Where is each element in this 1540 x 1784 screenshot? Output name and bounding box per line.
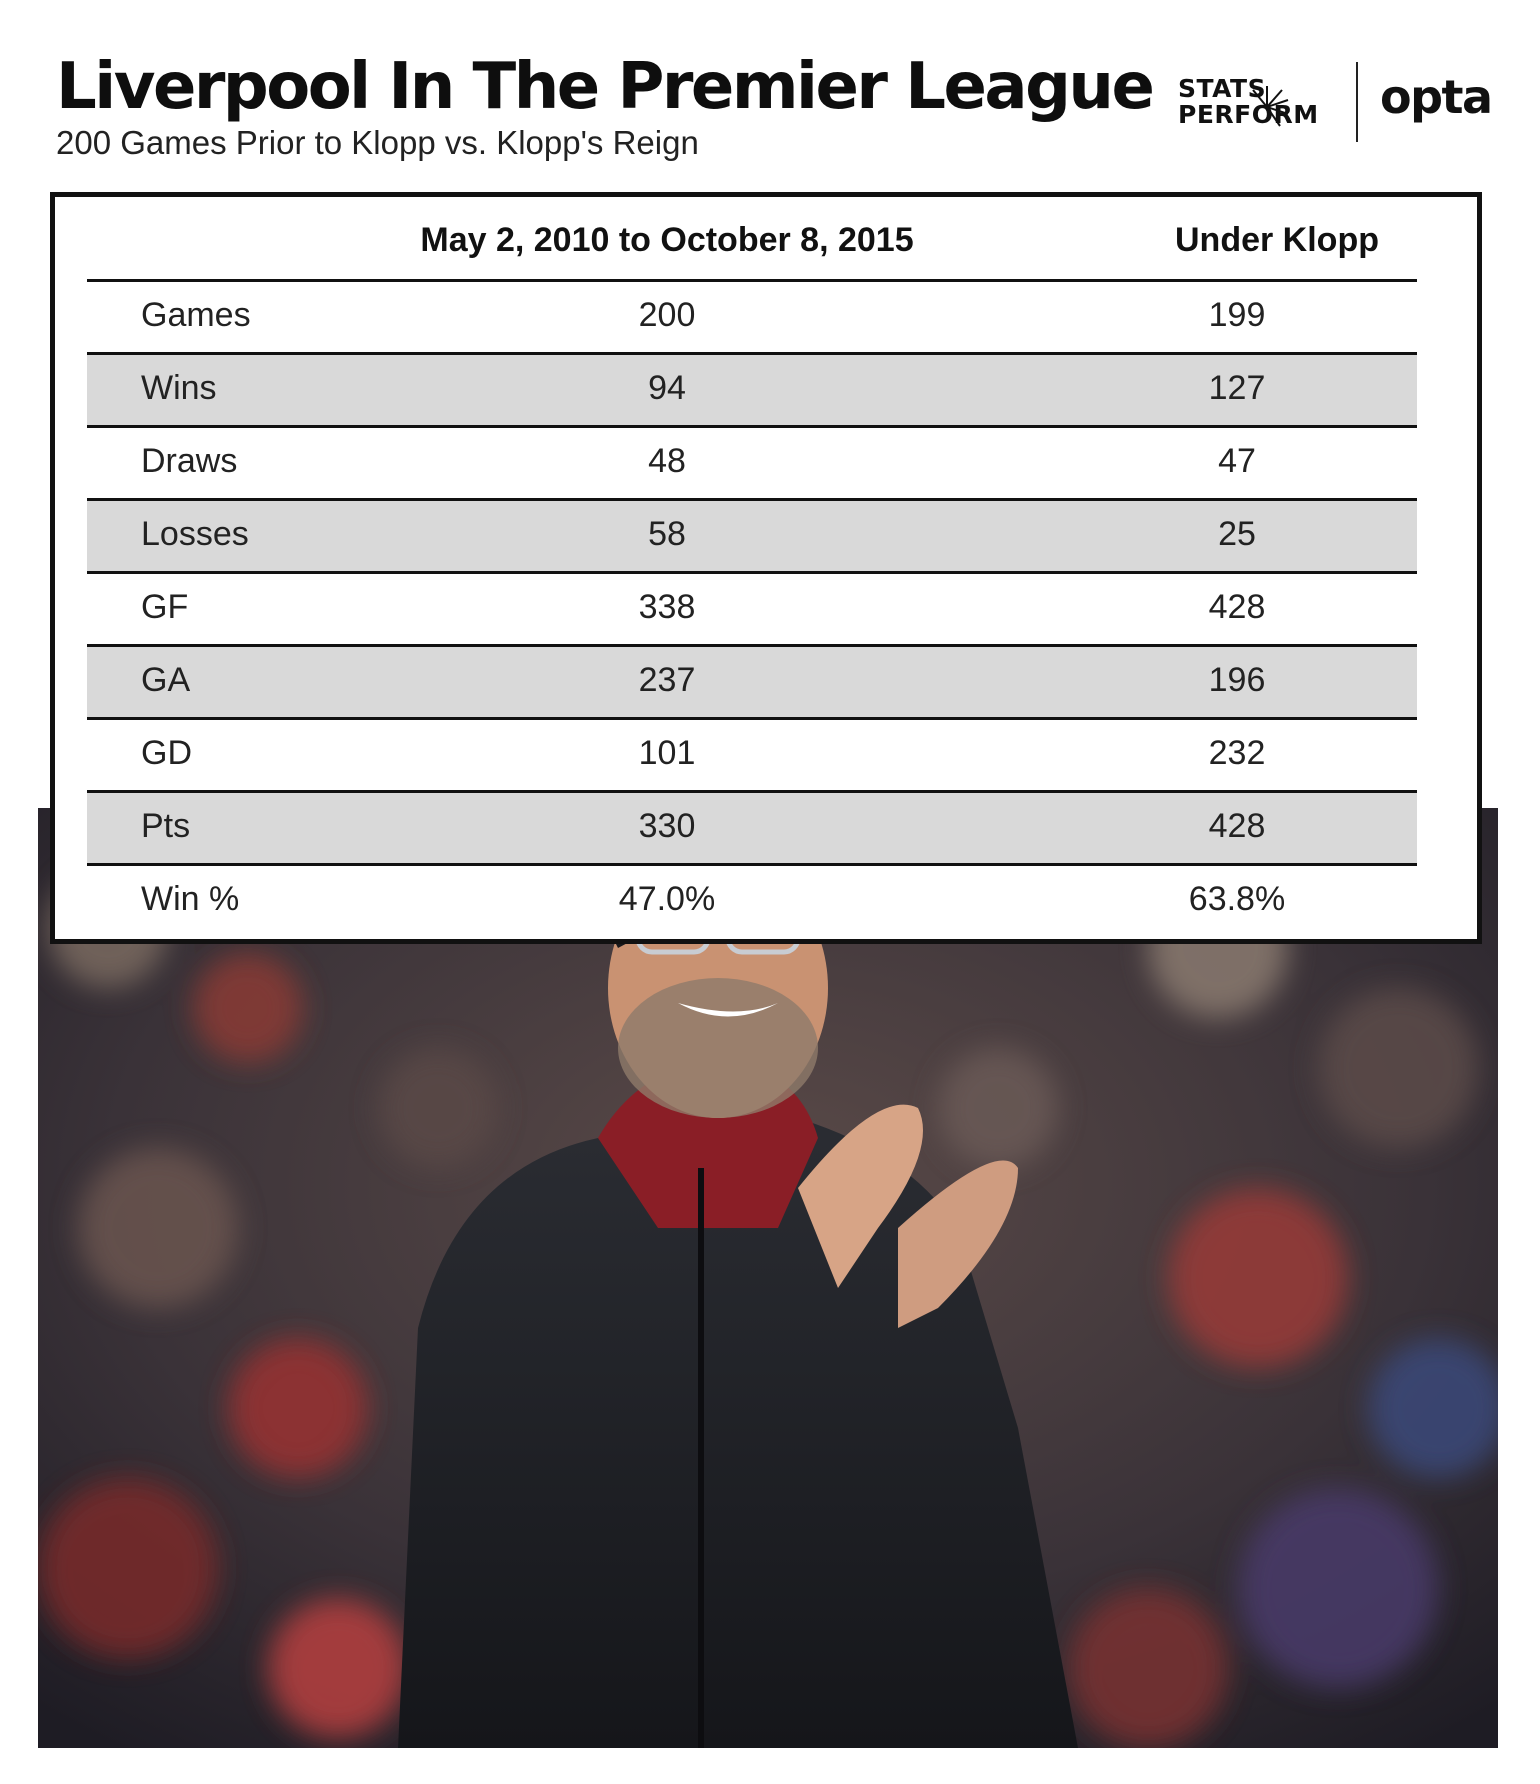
row-label: Win % [141,880,240,918]
cell-pre-klopp: 338 [638,588,696,626]
stats-perform-logo-line1: STATS [1178,74,1267,103]
table-row: GF 338 428 [87,574,1417,647]
row-label: Games [141,296,251,334]
cell-pre-klopp: 237 [638,661,696,699]
page-subtitle: 200 Games Prior to Klopp vs. Klopp's Rei… [56,124,699,161]
table-row: GD 101 232 [87,720,1417,793]
table-row: Win % 47.0% 63.8% [87,866,1417,936]
column-header-pre-klopp: May 2, 2010 to October 8, 2015 [420,221,914,259]
column-header-under-klopp: Under Klopp [1175,221,1379,259]
table-header-row: May 2, 2010 to October 8, 2015 Under Klo… [87,197,1417,282]
row-label: Draws [141,442,238,480]
logo-divider [1356,62,1358,142]
row-label: GD [141,734,192,772]
cell-under-klopp: 232 [1208,734,1266,772]
cell-under-klopp: 25 [1218,515,1256,553]
cell-under-klopp: 428 [1208,588,1266,626]
row-label: Wins [141,369,217,407]
row-label: Losses [141,515,249,553]
cell-under-klopp: 127 [1208,369,1266,407]
cell-pre-klopp: 101 [638,734,696,772]
table-row: GA 237 196 [87,647,1417,720]
table-row: Pts 330 428 [87,793,1417,866]
table-row: Wins 94 127 [87,355,1417,428]
background-photo [38,808,1498,1748]
cell-pre-klopp: 47.0% [618,880,716,918]
row-label: GA [141,661,191,699]
cell-under-klopp: 196 [1208,661,1266,699]
cell-pre-klopp: 58 [648,515,686,553]
table-row: Games 200 199 [87,282,1417,355]
table-row: Draws 48 47 [87,428,1417,501]
table-row: Losses 58 25 [87,501,1417,574]
stats-perform-logo-line2: PERFORM [1178,100,1319,129]
row-label: GF [141,588,189,626]
cell-pre-klopp: 94 [648,369,686,407]
cell-pre-klopp: 200 [638,296,696,334]
cell-under-klopp: 199 [1208,296,1266,334]
cell-under-klopp: 63.8% [1188,880,1286,918]
cell-pre-klopp: 48 [648,442,686,480]
page-title: Liverpool In The Premier League [56,50,1155,124]
cell-pre-klopp: 330 [638,807,696,845]
burst-icon [1252,86,1289,127]
cell-under-klopp: 47 [1218,442,1256,480]
stats-perform-logo: STATS PERFORM [1178,74,1338,130]
stats-table-card: May 2, 2010 to October 8, 2015 Under Klo… [50,192,1482,944]
row-label: Pts [141,807,191,845]
stats-table: May 2, 2010 to October 8, 2015 Under Klo… [87,197,1417,936]
opta-logo: opta [1380,70,1493,124]
cell-under-klopp: 428 [1208,807,1266,845]
